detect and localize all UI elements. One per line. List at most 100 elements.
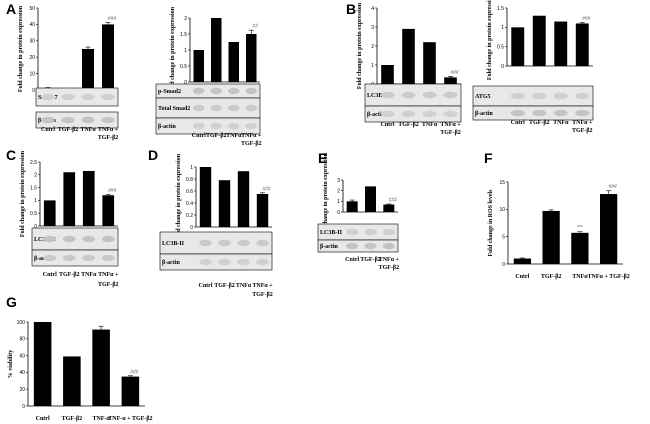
y-tick-label: 0.5 (30, 211, 37, 217)
y-axis-label: Fold change in protein expression (487, 0, 493, 80)
blot-band (62, 235, 76, 243)
blot-label: ATG5 (475, 94, 491, 100)
category-label: TGF-β2 (58, 127, 79, 133)
category-label: TGF-β2 (62, 416, 83, 422)
blot-band (101, 254, 115, 262)
blot-band (510, 92, 525, 100)
y-tick-label: 20 (29, 55, 35, 61)
y-tick-label: 0.6 (186, 189, 193, 195)
category-label: TNFα (80, 127, 96, 133)
blot-band (346, 228, 359, 236)
panel-label: F (484, 150, 493, 166)
bar-4 (102, 195, 115, 226)
blot-band (256, 239, 269, 247)
blot-label: β-actin (475, 111, 493, 117)
significance-mark: ## (252, 24, 258, 30)
category-label: TGF-β2 (541, 274, 562, 280)
y-tick-label: 2 (337, 188, 340, 194)
significance-mark: ### (582, 16, 591, 22)
blot-band (227, 122, 240, 130)
category-label-line2: TGF-β2 (98, 282, 119, 288)
panel-label: G (6, 294, 17, 310)
blot-panel (155, 117, 261, 135)
blot-band (380, 110, 395, 118)
y-tick-label: 1 (184, 48, 187, 54)
y-axis-label: Fold change in protein expression (176, 153, 182, 240)
bar-2 (365, 186, 376, 212)
blot-band (101, 116, 115, 124)
y-axis-label: Fold change in protein expression (18, 5, 24, 92)
blot-label: β-actin (158, 124, 176, 130)
bar-4 (102, 24, 114, 90)
y-tick-label: 15 (499, 180, 505, 186)
y-tick-label: 10 (499, 207, 505, 213)
category-label: TGF-β2 (214, 283, 235, 289)
y-tick-label: 3 (371, 25, 374, 31)
category-label: Cntrl (192, 133, 206, 139)
blot-band (532, 92, 547, 100)
blot-band (346, 242, 359, 250)
significance-mark: ### (389, 198, 398, 204)
y-tick-label: 30 (29, 39, 35, 45)
blot-band (81, 116, 95, 124)
y-tick-label: 40 (29, 22, 35, 28)
blot-band (210, 104, 223, 112)
category-label: TNFα + (252, 283, 273, 289)
y-tick-label: 1 (337, 199, 340, 205)
panel-label: B (346, 1, 356, 17)
category-label: Cntrl (199, 283, 213, 289)
blot-label: LC3B-II (367, 93, 390, 99)
blot-band (401, 91, 416, 99)
y-tick-label: 10 (29, 71, 35, 77)
y-tick-label: 2 (34, 173, 37, 179)
blot-label: p-Smad2 (158, 89, 181, 95)
bar-2 (542, 210, 560, 264)
y-tick-label: 0.8 (186, 177, 193, 183)
category-label-line2: TGF-β2 (379, 265, 400, 271)
bar-4 (246, 34, 257, 82)
category-label: TNFα + (379, 257, 400, 263)
significance-mark: ### (608, 184, 617, 190)
bar-3 (228, 42, 239, 82)
blot-band (101, 235, 115, 243)
category-label: TNFα (553, 120, 569, 126)
blot-band (256, 258, 269, 266)
bar-3 (237, 171, 250, 227)
category-label: TNFα (422, 122, 438, 128)
blot-band (237, 239, 250, 247)
category-label: Cntrl (36, 416, 50, 422)
blot-band (364, 228, 377, 236)
y-tick-label: 100 (17, 320, 26, 326)
y-axis-label: Fold change in ROS levels (488, 189, 494, 257)
blot-band (81, 93, 95, 101)
y-tick-label: 2.5 (30, 160, 37, 166)
bar-4 (600, 194, 618, 264)
bar-2 (63, 356, 81, 406)
blot-band (62, 254, 76, 262)
panel-label: E (318, 150, 327, 166)
y-axis-label: Fold change in protein expression (357, 2, 363, 89)
y-axis-label: Fold change in protein expression (20, 150, 26, 237)
blot-band (245, 122, 258, 130)
category-label: TNFα (226, 133, 242, 139)
blot-label: β-actin (367, 112, 385, 118)
category-label: TNF-α + TGF-β2 (108, 416, 152, 422)
bar-2 (402, 28, 415, 84)
y-tick-label: 50 (29, 6, 35, 12)
bar-4 (575, 23, 589, 66)
blot-band (192, 87, 205, 95)
category-label: TGF-β2 (529, 120, 550, 126)
panel-label: A (6, 1, 16, 17)
y-tick-label: 2 (371, 44, 374, 50)
significance-mark: *** (577, 225, 583, 231)
bar-4 (121, 376, 140, 406)
blot-band (532, 109, 547, 117)
y-tick-label: 3 (337, 178, 340, 184)
panel-label: C (6, 147, 16, 163)
y-tick-label: 2 (184, 16, 187, 22)
significance-mark: ### (450, 70, 459, 76)
blot-band (422, 91, 437, 99)
y-tick-label: 80 (19, 337, 25, 343)
blot-band (245, 104, 258, 112)
bar-2 (218, 180, 231, 227)
